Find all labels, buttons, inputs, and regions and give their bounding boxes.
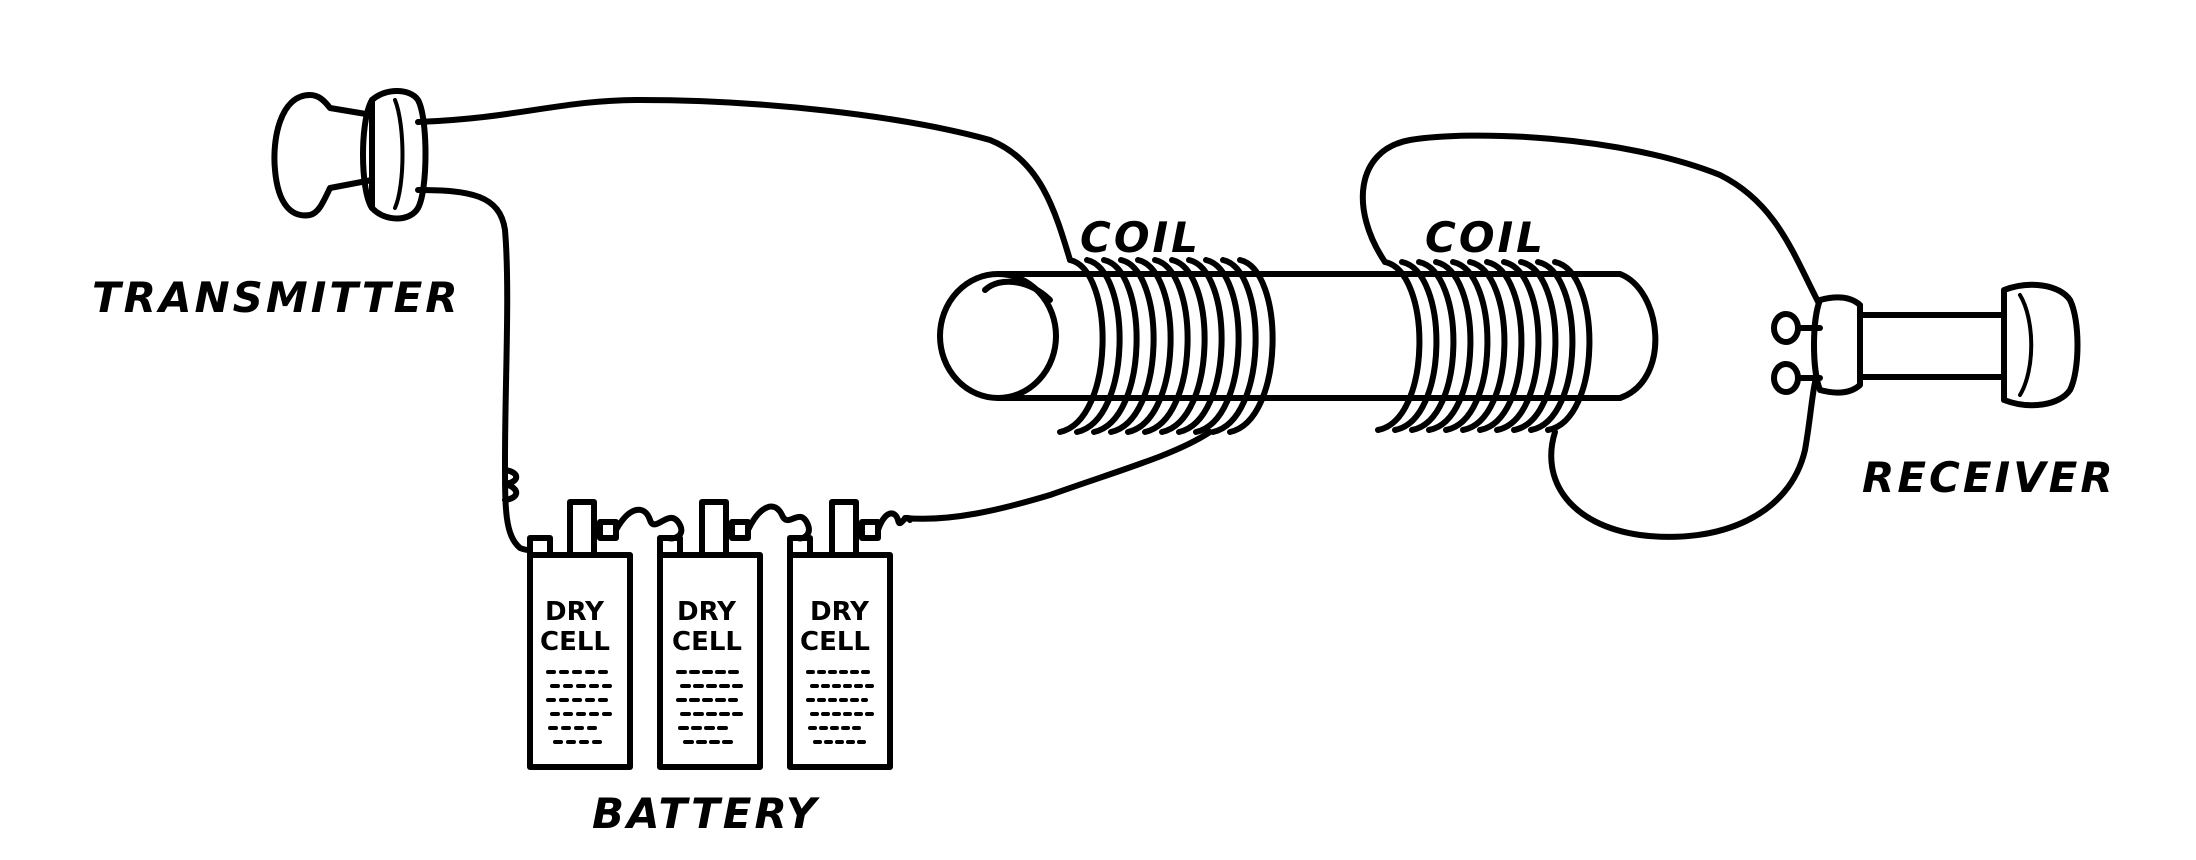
dry-cell-2-line2: CELL	[672, 627, 742, 657]
dry-cell-1-line1: DRY	[545, 597, 605, 627]
dry-cell-1: DRY CELL	[527, 499, 633, 770]
left-coil-windings	[1057, 257, 1276, 435]
transmitter-label: TRANSMITTER	[92, 273, 461, 322]
receiver-icon	[1771, 281, 2081, 409]
transmitter-icon	[271, 88, 429, 222]
dry-cell-2-line1: DRY	[677, 597, 737, 627]
transmitter-wire-spring	[502, 467, 520, 503]
coil-left-label: COIL	[1080, 213, 1201, 262]
cell-connector-2	[745, 503, 812, 542]
dry-cell-3-line1: DRY	[810, 597, 870, 627]
dry-cell-1-line2: CELL	[540, 627, 610, 657]
dry-cell-3: DRY CELL	[787, 499, 893, 770]
coil-right-label: COIL	[1425, 213, 1546, 262]
cell-connector-1	[613, 506, 685, 542]
battery: DRY CELL DRY CELL DRY CELL	[502, 467, 913, 770]
circuit-wires	[415, 97, 1828, 554]
right-coil-windings	[1375, 259, 1593, 433]
receiver-label: RECEIVER	[1862, 453, 2116, 502]
battery-terminal-coil	[875, 510, 913, 533]
dry-cell-2: DRY CELL	[657, 499, 763, 770]
battery-label: BATTERY	[592, 789, 820, 838]
dry-cell-3-line2: CELL	[800, 627, 870, 657]
